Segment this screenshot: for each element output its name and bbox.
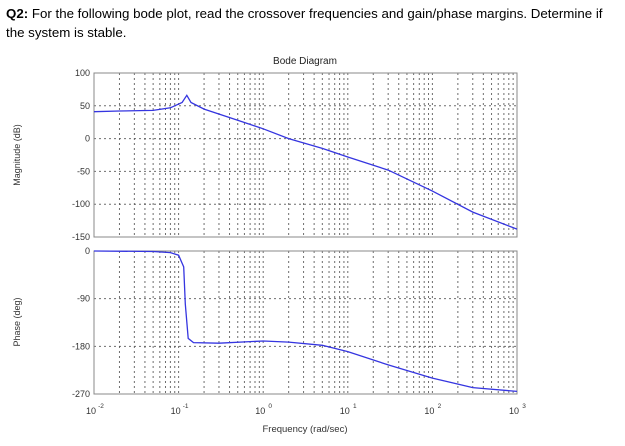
x-tick-exponent: 1 xyxy=(353,403,357,410)
x-axis-label: Frequency (rad/sec) xyxy=(262,424,347,435)
chart-title: Bode Diagram xyxy=(273,56,337,67)
phase-grid xyxy=(94,251,517,394)
y-tick-label: -50 xyxy=(77,166,90,176)
y-tick-label: -180 xyxy=(72,341,90,351)
y-tick-label: 50 xyxy=(80,101,90,111)
x-tick-label: 10 xyxy=(171,406,181,416)
x-tick-label: 10 xyxy=(424,406,434,416)
x-tick-exponent: 0 xyxy=(268,403,272,410)
x-tick-exponent: -1 xyxy=(183,403,189,410)
question-label: Q2: xyxy=(6,6,29,21)
phase-panel: 0 -90 -180 -270 Phase (deg) xyxy=(12,246,518,399)
y-tick-label: -90 xyxy=(77,294,90,304)
y-tick-label: 0 xyxy=(85,246,90,256)
magnitude-y-ticks: 100 50 0 -50 -100 -150 xyxy=(72,68,90,242)
y-tick-label: 100 xyxy=(75,68,90,78)
y-tick-label: -100 xyxy=(72,199,90,209)
x-tick-exponent: -2 xyxy=(98,403,104,410)
x-tick-labels: 10 -2 10 -1 10 0 10 1 10 2 10 3 xyxy=(86,403,526,416)
x-tick-exponent: 2 xyxy=(438,403,442,410)
question-text: Q2: For the following bode plot, read th… xyxy=(6,4,621,42)
phase-axes-frame xyxy=(93,250,518,395)
y-tick-label: -150 xyxy=(72,232,90,242)
magnitude-ylabel: Magnitude (dB) xyxy=(12,124,22,186)
x-tick-label: 10 xyxy=(255,406,265,416)
phase-ylabel: Phase (deg) xyxy=(12,297,22,346)
x-tick-label: 10 xyxy=(340,406,350,416)
phase-y-ticks: 0 -90 -180 -270 xyxy=(72,246,90,399)
phase-curve xyxy=(93,250,518,393)
magnitude-panel: 100 50 0 -50 -100 -150 Magnitude (dB) xyxy=(12,68,518,242)
magnitude-curve xyxy=(93,94,518,230)
x-tick-exponent: 3 xyxy=(522,403,526,410)
magnitude-axes-frame xyxy=(93,72,518,238)
x-tick-label: 10 xyxy=(509,406,519,416)
y-tick-label: 0 xyxy=(85,134,90,144)
x-tick-label: 10 xyxy=(86,406,96,416)
question-body: For the following bode plot, read the cr… xyxy=(6,6,603,40)
y-tick-label: -270 xyxy=(72,389,90,399)
magnitude-grid xyxy=(94,73,517,237)
